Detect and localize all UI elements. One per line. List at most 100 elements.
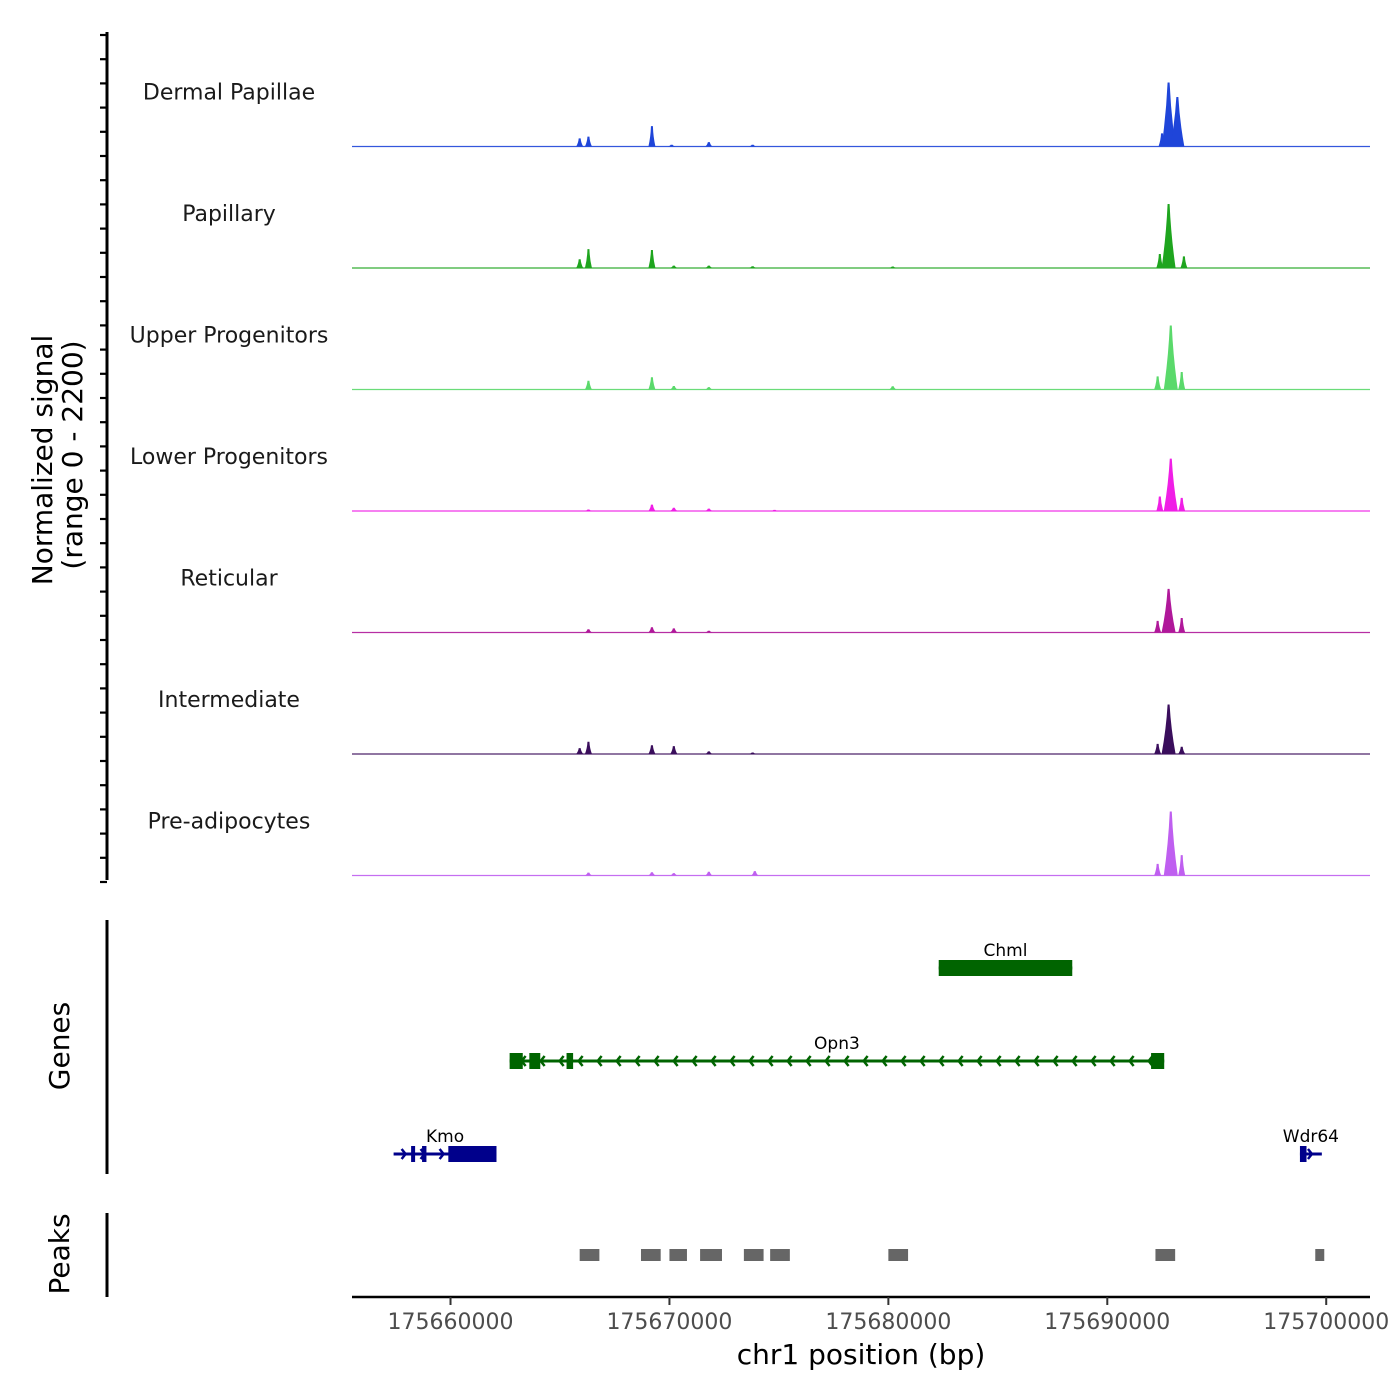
gene-exon [1299,1146,1307,1162]
gene-exon [1151,1053,1165,1069]
strand-arrow [1128,1055,1135,1067]
strand-arrow [938,1055,945,1067]
track-label: Upper Progenitors [130,324,329,349]
signal-peak [705,142,713,147]
peak-region [888,1249,909,1261]
signal-peak [1154,863,1162,876]
strand-arrow [653,1055,660,1067]
signal-peak [1156,496,1164,511]
peak-region [770,1249,790,1261]
gene-kmo: Kmo [393,1127,497,1162]
strand-arrow [634,1055,641,1067]
signal-peak [1154,743,1162,754]
peak-region [1155,1249,1176,1261]
gene-exon [448,1146,497,1162]
track-lower-progenitors: Lower Progenitors [130,445,1370,512]
peak-region [640,1249,661,1261]
gene-label: Wdr64 [1283,1127,1339,1147]
track-upper-progenitors: Upper Progenitors [130,324,1370,391]
gene-label: Kmo [426,1127,464,1147]
signal-peak [705,387,713,390]
strand-arrow [577,1055,584,1067]
signal-axis-title: Normalized signal [26,335,59,586]
strand-arrow [1033,1055,1040,1067]
track-dermal-papillae: Dermal Papillae [143,81,1370,148]
strand-arrow [748,1055,755,1067]
track-papillary: Papillary [182,202,1370,269]
signal-peak [648,872,656,876]
signal-peak [648,627,656,633]
signal-peak [705,508,713,511]
strand-arrow [919,1055,926,1067]
strand-arrow [1090,1055,1097,1067]
coverage-tracks: Dermal Papillae Papillary Upper Progenitor… [130,81,1370,877]
signal-peak [705,751,713,754]
x-tick-label: 175680000 [825,1310,951,1335]
track-label: Lower Progenitors [130,445,328,470]
x-tick-label: 175670000 [606,1310,732,1335]
signal-peak [1161,588,1176,633]
signal-peak [749,752,757,754]
strand-arrow [995,1055,1002,1067]
signal-peak [670,386,678,390]
signal-peak [584,249,592,268]
strand-arrow [1052,1055,1059,1067]
signal-peak [1163,811,1178,876]
signal-peak [1178,497,1186,511]
gene-wdr64: Wdr64 [1283,1127,1339,1162]
signal-peak [648,126,656,147]
signal-peak [576,138,584,147]
track-label: Intermediate [158,688,300,713]
signal-peak [1161,82,1176,147]
signal-peak [584,741,592,754]
peak-region [1315,1249,1325,1261]
track-reticular: Reticular [180,567,1370,634]
strand-arrow [1071,1055,1078,1067]
signal-peak [705,630,713,633]
signal-peak [576,748,584,754]
x-tick-label: 175690000 [1044,1310,1170,1335]
signal-peak [1161,704,1176,754]
signal-peak [670,628,678,633]
signal-peak [1154,376,1162,390]
strand-arrow [976,1055,983,1067]
strand-arrow [710,1055,717,1067]
signal-peak [584,136,592,147]
signal-peak [1178,855,1186,876]
gene-exon [411,1146,416,1162]
x-tick-label: 175700000 [1263,1310,1389,1335]
signal-peak [584,509,592,511]
signal-peak [584,629,592,633]
strand-arrow [862,1055,869,1067]
signal-axis-range: (range 0 - 2200) [56,340,89,569]
x-axis-title: chr1 position (bp) [737,1338,986,1371]
strand-arrow [672,1055,679,1067]
signal-peak [1154,620,1162,633]
peaks-track [579,1249,1325,1261]
strand-arrow [1014,1055,1021,1067]
signal-peak [1178,746,1186,754]
track-label: Dermal Papillae [143,81,315,106]
signal-peak [648,745,656,754]
track-intermediate: Intermediate [158,688,1370,755]
signal-peak [1178,372,1186,390]
signal-peak [670,873,678,876]
gene-exon [938,960,1073,976]
signal-peak [668,144,676,147]
signal-peak [751,871,759,876]
genes-track: Chml Opn3 Kmo Wdr64 [393,941,1339,1162]
track-label: Pre-adipocytes [148,810,311,835]
signal-peak [670,265,678,268]
gene-opn3: Opn3 [509,1034,1165,1069]
signal-peak [648,377,656,390]
gene-chml: Chml [938,941,1073,976]
signal-peak [749,266,757,268]
peaks-axis-title: Peaks [43,1213,76,1294]
signal-peak [1161,204,1176,268]
strand-arrow [438,1148,446,1160]
peak-region [669,1249,687,1261]
strand-arrow [957,1055,964,1067]
strand-arrow [1306,1148,1314,1160]
track-label: Papillary [182,202,276,227]
